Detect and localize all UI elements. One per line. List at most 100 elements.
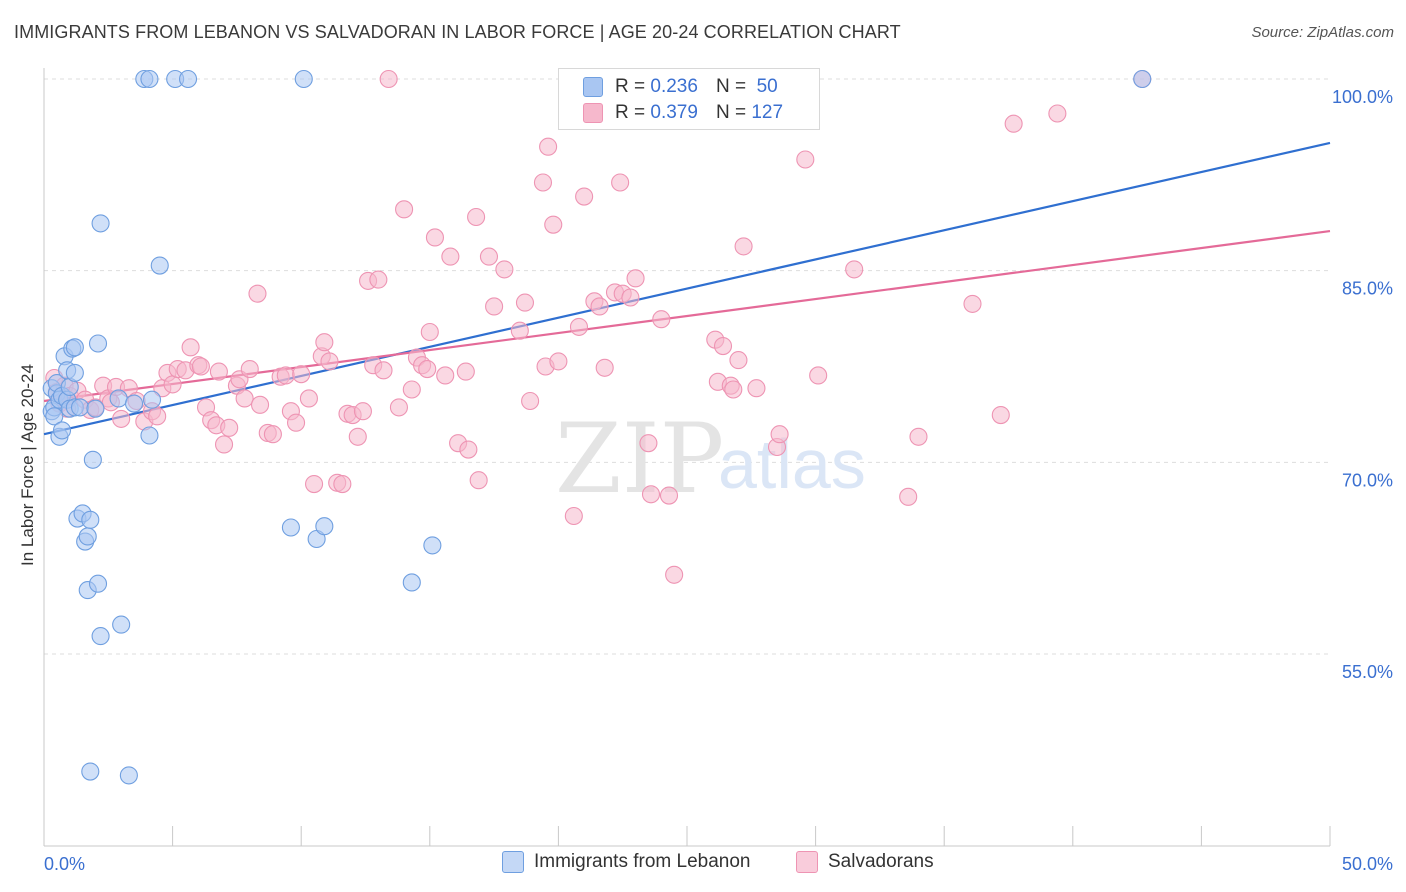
salvadoran-point	[467, 207, 486, 227]
stats-row-salvadoran: R = 0.379 N = 127	[583, 101, 783, 125]
n-value: 127	[751, 102, 784, 123]
lebanon-point	[315, 517, 334, 536]
salvadoran-point	[1048, 104, 1067, 123]
salvadoran-point	[436, 366, 455, 385]
salvadoran-point	[991, 406, 1010, 425]
salvadoran-point	[521, 391, 540, 411]
lebanon-point	[140, 426, 159, 445]
lebanon-point	[109, 389, 128, 408]
lebanon-point	[81, 510, 100, 529]
salvadoran-point	[845, 260, 864, 279]
salvadoran-point	[510, 321, 529, 340]
salvadoran-point	[315, 333, 334, 352]
salvadoran-point	[770, 425, 789, 444]
legend-item-lebanon: Immigrants from Lebanon	[502, 851, 751, 873]
lebanon-trend-line	[43, 141, 1331, 436]
x-tick-labels: 0.0% 50.0%	[44, 854, 1393, 874]
n-value: 50	[756, 76, 778, 97]
salvadoran-point	[1004, 114, 1023, 133]
salvadoran-point	[626, 269, 645, 288]
salvadoran-point	[250, 395, 270, 414]
n-label: N =	[715, 102, 747, 123]
salvadoran-point	[659, 486, 679, 505]
salvadoran-point	[621, 288, 640, 307]
salvadoran-point	[379, 69, 398, 89]
lebanon-point	[81, 762, 100, 781]
lebanon-point	[1133, 69, 1152, 89]
salvadoran-point	[590, 297, 609, 316]
watermark-atlas: atlas	[718, 425, 866, 503]
r-label: R =	[615, 76, 646, 97]
lebanon-point	[88, 334, 108, 353]
lebanon-point	[119, 766, 138, 785]
salvadoran-point	[320, 352, 339, 371]
n-label: N =	[715, 76, 747, 97]
salvadoran-point	[369, 270, 388, 289]
legend-swatch-salvadoran	[796, 851, 818, 873]
salvadoran-point	[248, 284, 267, 303]
salvadoran-point	[611, 173, 630, 192]
axes	[43, 68, 1331, 847]
series-legend: Immigrants from Lebanon Salvadorans	[0, 851, 1406, 879]
salvadoran-point	[395, 200, 414, 219]
salvadoran-point	[263, 425, 282, 444]
salvadoran-point	[163, 375, 182, 394]
lebanon-point	[294, 69, 313, 89]
salvadoran-point	[148, 407, 167, 426]
salvadoran-point	[595, 358, 614, 377]
salvadoran-point	[112, 409, 131, 428]
salvadoran-point	[796, 150, 815, 169]
salvadoran-point	[389, 398, 408, 417]
salvadoran-point	[214, 435, 234, 454]
salvadoran-point	[220, 418, 239, 437]
legend-swatch-lebanon	[502, 851, 524, 873]
lebanon-point	[124, 394, 144, 413]
salvadoran-point	[420, 322, 439, 342]
r-value: 0.236	[650, 76, 698, 97]
lebanon-swatch	[583, 77, 603, 97]
gridlines	[44, 78, 1330, 655]
lebanon-point	[65, 338, 84, 357]
salvadoran-point	[515, 293, 535, 312]
salvadoran-point	[235, 389, 254, 408]
lebanon-point	[45, 407, 64, 426]
salvadoran-point	[276, 366, 295, 385]
salvadoran-point	[469, 471, 488, 490]
salvadoran-point	[418, 360, 437, 379]
lebanon-point	[52, 421, 72, 440]
salvadoran-point	[287, 413, 306, 432]
lebanon-point	[78, 527, 97, 546]
salvadoran-point	[909, 427, 928, 446]
salvadoran-point	[374, 361, 393, 380]
lebanon-point	[86, 399, 105, 418]
salvadoran-point	[747, 379, 766, 398]
r-value: 0.379	[650, 102, 698, 123]
x-tick-label: 0.0%	[44, 854, 85, 874]
x-tick-label: 50.0%	[1342, 854, 1393, 874]
lebanon-point	[402, 573, 421, 592]
lebanon-point	[88, 574, 108, 593]
trend-lines	[43, 141, 1331, 436]
lebanon-point	[281, 518, 300, 537]
salvadoran-point	[495, 260, 514, 279]
r-label: R =	[615, 102, 646, 123]
salvadoran-point	[564, 506, 583, 526]
watermark: ZIP atlas	[555, 403, 866, 515]
salvadoran-point	[575, 187, 594, 206]
salvadoran-point	[425, 228, 444, 247]
salvadoran-trend-line	[43, 229, 1331, 403]
salvadoran-point	[729, 351, 748, 370]
salvadoran-point	[402, 380, 421, 399]
salvadoran-point	[456, 362, 475, 381]
y-tick-label: 55.0%	[1342, 662, 1393, 682]
salvadoran-point	[353, 402, 372, 421]
lebanon-point	[70, 398, 90, 417]
salvadoran-point	[333, 475, 352, 494]
salvadoran-point	[713, 337, 733, 356]
salvadoran-point	[639, 434, 658, 453]
y-tick-labels: 100.0% 85.0% 70.0% 55.0%	[1332, 87, 1393, 682]
y-tick-label: 85.0%	[1342, 279, 1393, 299]
lebanon-point	[65, 363, 84, 382]
salvadoran-point	[305, 475, 324, 494]
